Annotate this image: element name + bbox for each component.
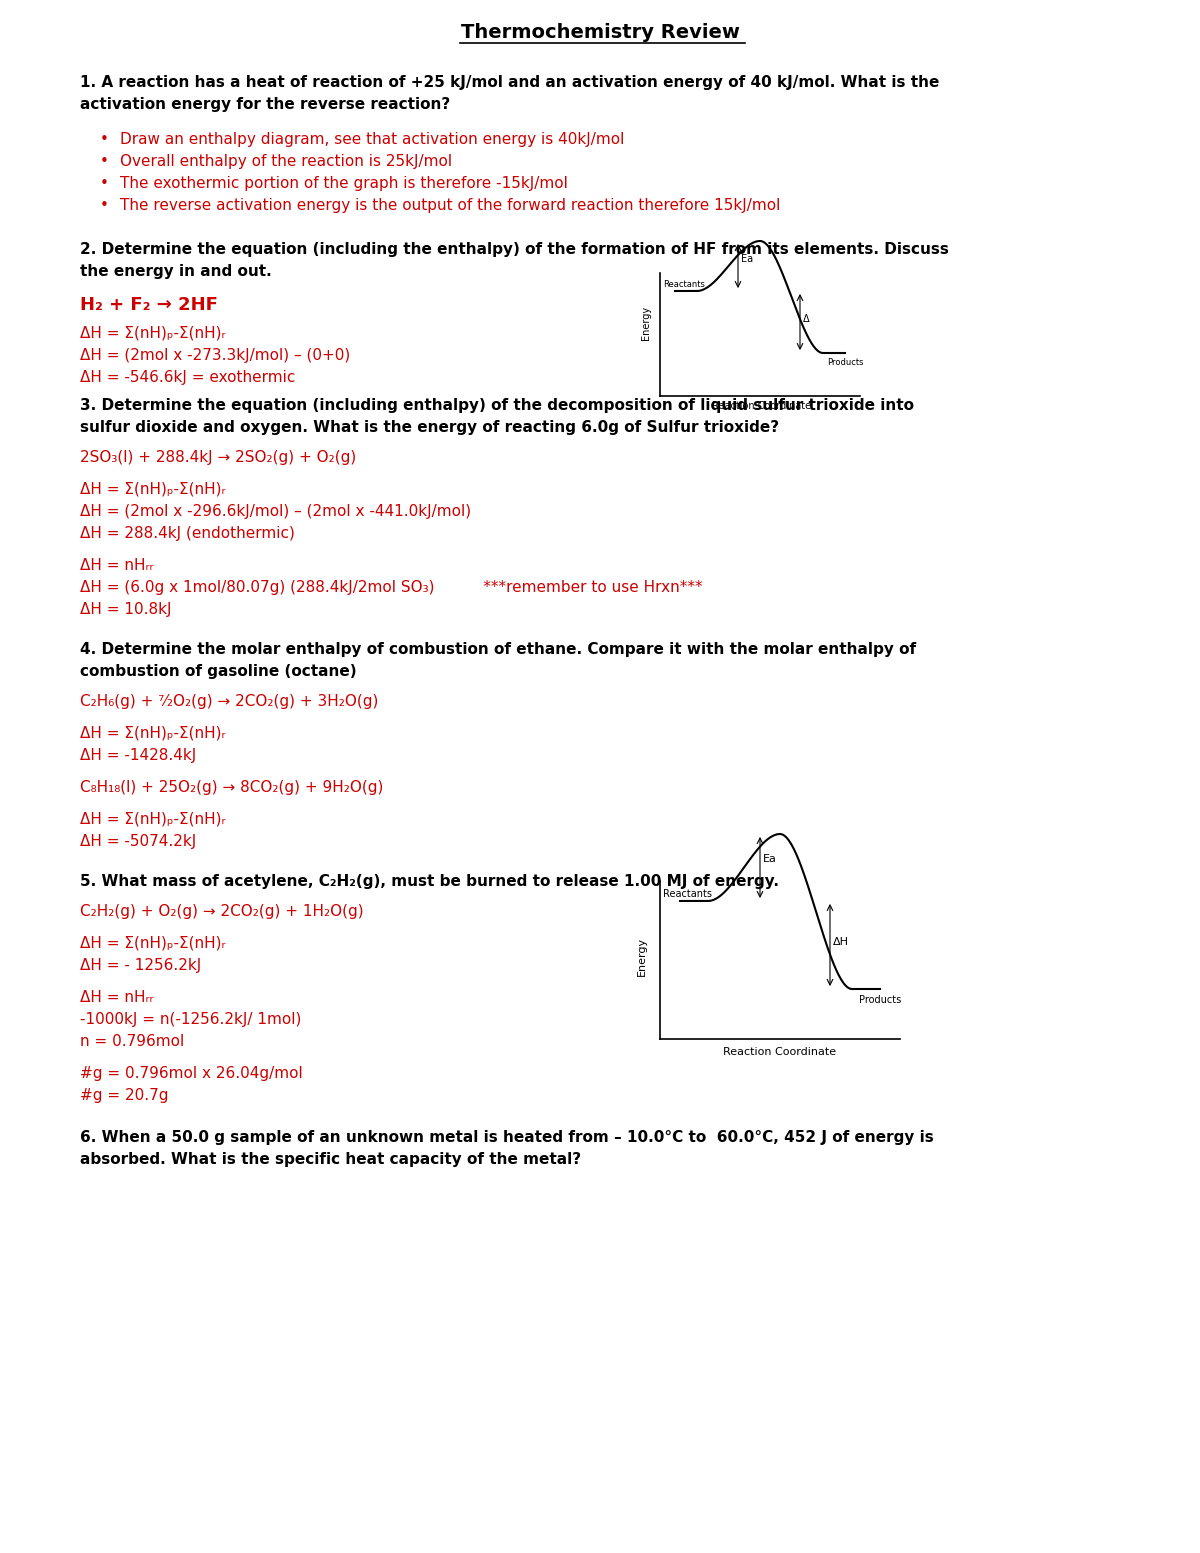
Text: 4. Determine the molar enthalpy of combustion of ethane. Compare it with the mol: 4. Determine the molar enthalpy of combu…: [80, 641, 916, 657]
Text: ΔH = Σ(nH)ₚ-Σ(nH)ᵣ: ΔH = Σ(nH)ₚ-Σ(nH)ᵣ: [80, 725, 226, 741]
Text: Energy: Energy: [637, 936, 647, 975]
Text: ΔH = 288.4kJ (endothermic): ΔH = 288.4kJ (endothermic): [80, 526, 295, 540]
Text: ΔH = Σ(nH)ₚ-Σ(nH)ᵣ: ΔH = Σ(nH)ₚ-Σ(nH)ᵣ: [80, 936, 226, 950]
Text: The exothermic portion of the graph is therefore -15kJ/mol: The exothermic portion of the graph is t…: [120, 175, 568, 191]
Text: Reactants: Reactants: [662, 280, 704, 289]
Text: ΔH = Σ(nH)ₚ-Σ(nH)ᵣ: ΔH = Σ(nH)ₚ-Σ(nH)ᵣ: [80, 812, 226, 828]
Text: 1. A reaction has a heat of reaction of +25 kJ/mol and an activation energy of 4: 1. A reaction has a heat of reaction of …: [80, 75, 940, 90]
Text: combustion of gasoline (octane): combustion of gasoline (octane): [80, 665, 356, 679]
Text: Draw an enthalpy diagram, see that activation energy is 40kJ/mol: Draw an enthalpy diagram, see that activ…: [120, 132, 624, 148]
Text: the energy in and out.: the energy in and out.: [80, 264, 271, 280]
Text: sulfur dioxide and oxygen. What is the energy of reacting 6.0g of Sulfur trioxid: sulfur dioxide and oxygen. What is the e…: [80, 419, 779, 435]
Text: Thermochemistry Review: Thermochemistry Review: [461, 23, 739, 42]
Text: ΔH = (6.0g x 1mol/80.07g) (288.4kJ/2mol SO₃)          ***remember to use Hrxn***: ΔH = (6.0g x 1mol/80.07g) (288.4kJ/2mol …: [80, 579, 703, 595]
Text: ΔH = Σ(nH)ₚ-Σ(nH)ᵣ: ΔH = Σ(nH)ₚ-Σ(nH)ᵣ: [80, 326, 226, 342]
Text: ΔH = 10.8kJ: ΔH = 10.8kJ: [80, 603, 172, 617]
Text: 2. Determine the equation (including the enthalpy) of the formation of HF from i: 2. Determine the equation (including the…: [80, 242, 949, 256]
Text: Ea: Ea: [763, 854, 776, 865]
Text: C₂H₂(g) + O₂(g) → 2CO₂(g) + 1H₂O(g): C₂H₂(g) + O₂(g) → 2CO₂(g) + 1H₂O(g): [80, 904, 364, 919]
Text: 2SO₃(l) + 288.4kJ → 2SO₂(g) + O₂(g): 2SO₃(l) + 288.4kJ → 2SO₂(g) + O₂(g): [80, 450, 356, 464]
Text: #g = 20.7g: #g = 20.7g: [80, 1089, 168, 1103]
Text: ΔH = (2mol x -273.3kJ/mol) – (0+0): ΔH = (2mol x -273.3kJ/mol) – (0+0): [80, 348, 350, 363]
Text: ΔH = nHᵣᵣ: ΔH = nHᵣᵣ: [80, 989, 154, 1005]
Text: activation energy for the reverse reaction?: activation energy for the reverse reacti…: [80, 96, 450, 112]
Text: Products: Products: [827, 359, 863, 367]
Text: 5. What mass of acetylene, C₂H₂(g), must be burned to release 1.00 MJ of energy.: 5. What mass of acetylene, C₂H₂(g), must…: [80, 874, 779, 888]
Text: Products: Products: [859, 995, 901, 1005]
Text: ΔH = (2mol x -296.6kJ/mol) – (2mol x -441.0kJ/mol): ΔH = (2mol x -296.6kJ/mol) – (2mol x -44…: [80, 505, 472, 519]
Text: ΔH = -546.6kJ = exothermic: ΔH = -546.6kJ = exothermic: [80, 370, 295, 385]
Text: ΔH = -5074.2kJ: ΔH = -5074.2kJ: [80, 834, 197, 849]
Text: ΔH = -1428.4kJ: ΔH = -1428.4kJ: [80, 749, 197, 763]
Text: Reaction Coordinate: Reaction Coordinate: [713, 401, 811, 412]
Text: •: •: [100, 197, 109, 213]
Text: -1000kJ = n(-1256.2kJ/ 1mol): -1000kJ = n(-1256.2kJ/ 1mol): [80, 1013, 301, 1027]
Text: ΔH = Σ(nH)ₚ-Σ(nH)ᵣ: ΔH = Σ(nH)ₚ-Σ(nH)ᵣ: [80, 481, 226, 497]
Text: Overall enthalpy of the reaction is 25kJ/mol: Overall enthalpy of the reaction is 25kJ…: [120, 154, 452, 169]
Text: Reactants: Reactants: [662, 888, 712, 899]
Text: •: •: [100, 175, 109, 191]
Text: #g = 0.796mol x 26.04g/mol: #g = 0.796mol x 26.04g/mol: [80, 1065, 302, 1081]
Text: Ea: Ea: [742, 255, 754, 264]
Text: C₂H₆(g) + ⁷⁄₂O₂(g) → 2CO₂(g) + 3H₂O(g): C₂H₆(g) + ⁷⁄₂O₂(g) → 2CO₂(g) + 3H₂O(g): [80, 694, 378, 710]
Text: absorbed. What is the specific heat capacity of the metal?: absorbed. What is the specific heat capa…: [80, 1152, 581, 1166]
Text: ΔH = nHᵣᵣ: ΔH = nHᵣᵣ: [80, 558, 154, 573]
Text: ΔH = - 1256.2kJ: ΔH = - 1256.2kJ: [80, 958, 202, 974]
Text: ΔH: ΔH: [833, 936, 850, 947]
Text: Δ: Δ: [803, 314, 810, 325]
Text: Energy: Energy: [641, 306, 650, 340]
Text: •: •: [100, 132, 109, 148]
Text: Reaction Coordinate: Reaction Coordinate: [724, 1047, 836, 1058]
Text: C₈H₁₈(l) + 25O₂(g) → 8CO₂(g) + 9H₂O(g): C₈H₁₈(l) + 25O₂(g) → 8CO₂(g) + 9H₂O(g): [80, 780, 383, 795]
Text: 6. When a 50.0 g sample of an unknown metal is heated from – 10.0°C to  60.0°C, : 6. When a 50.0 g sample of an unknown me…: [80, 1131, 934, 1145]
Text: H₂ + F₂ → 2HF: H₂ + F₂ → 2HF: [80, 297, 218, 314]
Text: The reverse activation energy is the output of the forward reaction therefore 15: The reverse activation energy is the out…: [120, 197, 780, 213]
Text: n = 0.796mol: n = 0.796mol: [80, 1034, 185, 1048]
Text: •: •: [100, 154, 109, 169]
Text: 3. Determine the equation (including enthalpy) of the decomposition of liquid su: 3. Determine the equation (including ent…: [80, 398, 914, 413]
